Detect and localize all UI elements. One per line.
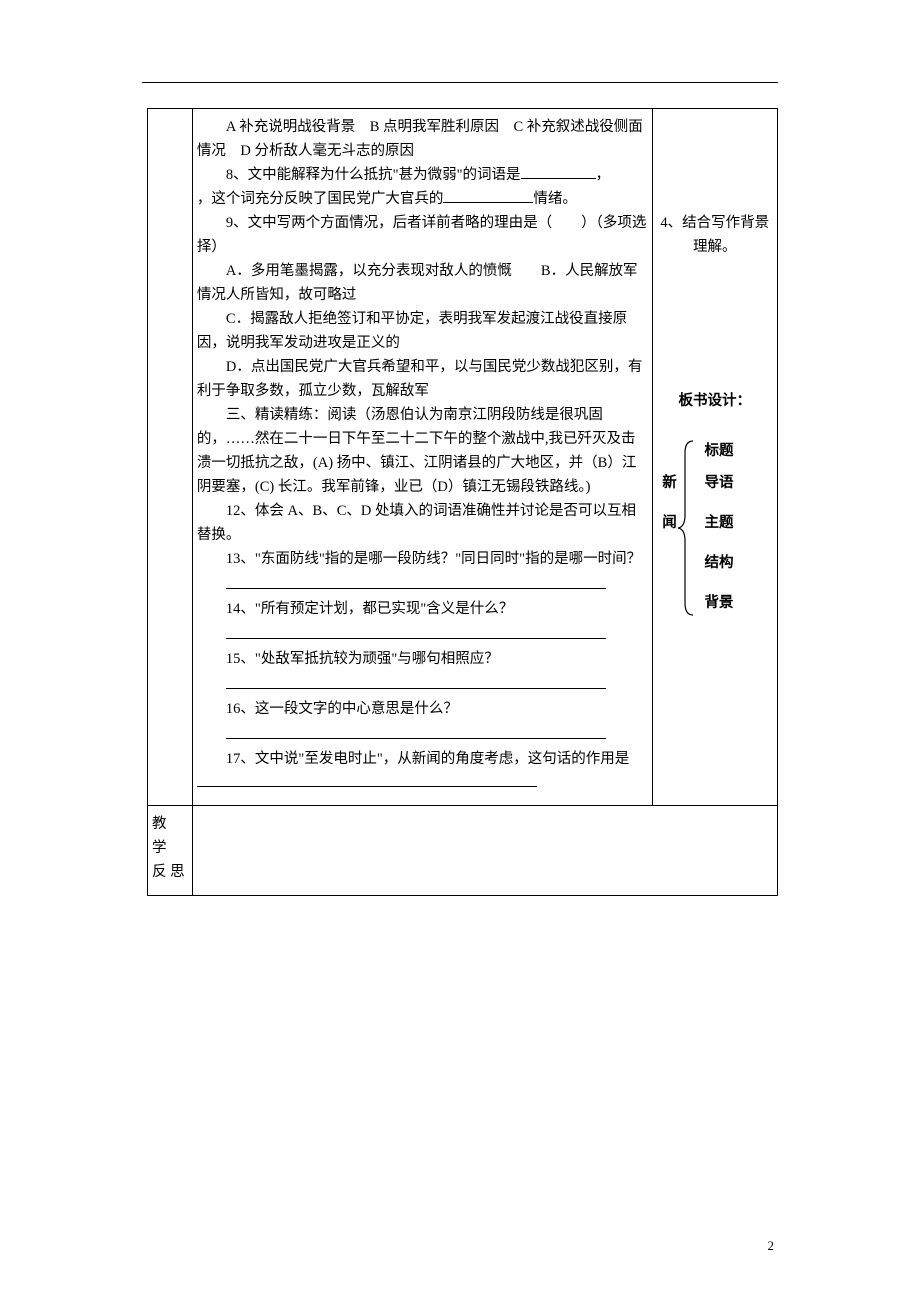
q8-line2: ，这个词充分反映了国民党广大官兵的 情绪。 (197, 187, 648, 211)
board-item-2: 主题 (705, 511, 734, 535)
lesson-table: A 补充说明战役背景 B 点明我军胜利原因 C 补充叙述战役侧面情况 D 分析敌… (147, 108, 778, 896)
q14-blank (197, 621, 648, 647)
board-item-3: 结构 (705, 551, 734, 575)
q17-text: 17、文中说"至发电时止"，从新闻的角度考虑，这句话的作用是 (226, 751, 629, 767)
q13-blank (197, 571, 648, 597)
q8-part-a: 8、文中能解释为什么抵抗"甚为微弱"的词语是 (226, 167, 521, 183)
q7-options: A 补充说明战役背景 B 点明我军胜利原因 C 补充叙述战役侧面情况 D 分析敌… (197, 115, 648, 163)
board-item-1: 导语 (705, 471, 734, 495)
q13: 13、"东面防线"指的是哪一段防线？"同日同时"指的是哪一时间？ (197, 547, 648, 571)
sidebar-note4: 4、结合写作背景理解。 (657, 211, 773, 259)
q15-blank (197, 671, 648, 697)
q9-option-d: D．点出国民党广大官兵希望和平，以与国民党少数战犯区别，有利于争取多数，孤立少数… (197, 355, 648, 403)
q8-blank2 (443, 202, 533, 203)
bottom-spacer (197, 795, 648, 799)
q8-line: 8、文中能解释为什么抵抗"甚为微弱"的词语是 ， (197, 163, 648, 187)
q8-part-b: ，这个词充分反映了国民党广大官兵的 (197, 191, 444, 207)
board-design-title: 板书设计： (657, 389, 773, 413)
sidebar-spacer2 (657, 259, 773, 389)
content-cell: A 补充说明战役背景 B 点明我军胜利原因 C 补充叙述战役侧面情况 D 分析敌… (192, 109, 652, 806)
sidebar-cell: 4、结合写作背景理解。 板书设计： 标题 新 导语 (652, 109, 777, 806)
board-item-4: 背景 (705, 591, 734, 615)
header-rule (142, 82, 778, 83)
bracket-icon (675, 439, 697, 617)
q8-comma: ， (596, 167, 611, 183)
q9-stem: 9、文中写两个方面情况，后者详前者略的理由是（ ）（多项选择） (197, 211, 648, 259)
board-item-0: 标题 (705, 439, 734, 463)
q17: 17、文中说"至发电时止"，从新闻的角度考虑，这句话的作用是 (197, 747, 648, 795)
reflection-content-cell (192, 806, 777, 896)
q9-option-c: C．揭露敌人拒绝签订和平协定，表明我军发起渡江战役直接原因，说明我军发动进攻是正… (197, 307, 648, 355)
q8-blank1 (521, 178, 596, 179)
sidebar-spacer1 (657, 115, 773, 211)
reflection-label-2: 反 思 (152, 860, 188, 884)
q8-part-c: 情绪。 (533, 191, 577, 207)
sidebar-spacer3 (657, 413, 773, 431)
section3-title: 三、精读精练：阅读（汤恩伯认为南京江阴段防线是很巩固的，……然在二十一日下午至二… (197, 403, 648, 499)
page-number: 2 (768, 1238, 775, 1254)
left-empty-cell (148, 109, 193, 806)
board-design-diagram: 标题 新 导语 闻 主题 结构 背景 (657, 439, 773, 615)
q16-blank (197, 721, 648, 747)
q12: 12、体会 A、B、C、D 处填入的词语准确性并讨论是否可以互相替换。 (197, 499, 648, 547)
reflection-label-cell: 教 学 反 思 (148, 806, 193, 896)
q14: 14、"所有预定计划，都已实现"含义是什么？ (197, 597, 648, 621)
q16: 16、这一段文字的中心意思是什么？ (197, 697, 648, 721)
q9-option-ab: A．多用笔墨揭露，以充分表现对敌人的愤慨 B．人民解放军情况人所皆知，故可略过 (197, 259, 648, 307)
reflection-label-1: 教 学 (152, 812, 188, 860)
q15: 15、"处敌军抵抗较为顽强"与哪句相照应？ (197, 647, 648, 671)
q17-blank (197, 786, 537, 787)
